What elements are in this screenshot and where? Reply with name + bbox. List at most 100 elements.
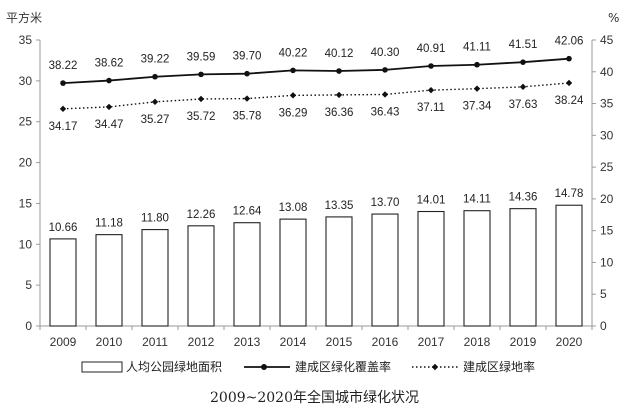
coverage-point	[106, 77, 112, 84]
bar-data-labels: 10.66 11.18 11.80 12.26 12.64 13.08 13.35 13.70…	[49, 188, 584, 234]
green-rate-data-label: 36.43	[371, 106, 400, 118]
green-rate-point	[59, 105, 67, 113]
bar-data-label: 12.26	[187, 209, 216, 221]
bar-data-label: 14.11	[463, 194, 491, 206]
coverage-data-label: 40.12	[325, 48, 354, 60]
green-rate-data-label: 37.34	[463, 101, 492, 113]
left-tick-label: 0	[25, 319, 32, 333]
bar-data-label: 13.08	[279, 202, 308, 214]
bar	[233, 222, 261, 327]
coverage-point	[474, 61, 480, 68]
green-rate-line	[62, 82, 570, 110]
green-rate-point	[243, 95, 251, 102]
bar-data-label: 10.66	[49, 222, 78, 234]
x-tick-label: 2020	[556, 335, 583, 349]
bar-data-label: 11.18	[95, 218, 123, 230]
x-tick-label: 2018	[464, 335, 491, 349]
bar	[141, 229, 169, 327]
bar	[509, 208, 537, 327]
green-rate-point	[151, 98, 159, 106]
left-tick-label: 20	[19, 156, 33, 170]
left-axis-unit: 平方米	[6, 10, 42, 25]
coverage-data-label: 40.22	[279, 47, 308, 59]
x-tick-label: 2017	[418, 335, 445, 349]
x-tick-label: 2015	[326, 335, 353, 349]
x-tick-label: 2019	[510, 335, 537, 349]
coverage-point	[60, 80, 66, 86]
bar-data-label: 12.64	[233, 206, 262, 218]
coverage-data-label: 39.59	[187, 51, 216, 63]
bar-data-label: 13.35	[325, 200, 354, 212]
coverage-point	[290, 67, 296, 74]
axes	[39, 40, 593, 327]
right-tick-label: 0	[600, 319, 607, 333]
x-tick-label: 2009	[50, 335, 77, 349]
coverage-line-series: 38.22 38.62 39.22 39.59 39.70 40.22 40.12 40.30…	[49, 36, 584, 86]
right-tick-label: 20	[600, 192, 614, 206]
green-rate-data-label: 37.63	[509, 99, 538, 111]
bar	[279, 218, 307, 327]
bars-series	[49, 204, 583, 327]
green-rate-data-label: 37.11	[417, 102, 445, 114]
right-tick-label: 5	[600, 287, 607, 301]
bar	[417, 210, 445, 327]
left-tick-label: 10	[19, 237, 33, 251]
green-rate-point	[381, 91, 389, 98]
bar	[95, 234, 123, 327]
green-rate-data-label: 36.29	[279, 107, 308, 119]
bar	[49, 238, 77, 327]
green-rate-point	[473, 85, 481, 92]
green-rate-point	[197, 95, 205, 103]
right-tick-label: 15	[600, 224, 614, 238]
legend-coverage-marker	[261, 364, 267, 370]
coverage-data-label: 39.22	[141, 54, 170, 66]
green-rate-point	[335, 91, 343, 99]
green-rate-data-label: 35.72	[187, 111, 216, 123]
green-rate-point	[427, 86, 435, 94]
green-rate-point	[565, 79, 573, 87]
legend-coverage-label: 建成区绿化覆盖率	[295, 359, 391, 374]
coverage-point	[520, 59, 526, 65]
bar	[463, 210, 491, 327]
x-tick-label: 2016	[372, 335, 399, 349]
green-rate-point	[289, 92, 297, 99]
bar-data-label: 13.70	[371, 197, 400, 209]
bar	[325, 216, 353, 327]
green-rate-point	[105, 103, 113, 111]
right-tick-label: 25	[600, 160, 614, 174]
coverage-data-label: 41.11	[463, 42, 491, 54]
coverage-point	[244, 70, 250, 77]
coverage-point	[428, 63, 434, 69]
left-axis-ticks: 0 5 10 15 20 25 30 35	[19, 33, 40, 333]
right-tick-label: 10	[600, 255, 614, 269]
coverage-point	[198, 71, 204, 78]
green-rate-data-label: 36.36	[325, 107, 354, 119]
coverage-point	[336, 68, 342, 74]
chart-title: 2009~2020年全国城市绿化状况	[210, 389, 419, 406]
legend: 人均公园绿地面积 建成区绿化覆盖率 建成区绿地率	[81, 359, 535, 374]
legend-bar-label: 人均公园绿地面积	[126, 359, 222, 374]
coverage-data-label: 42.06	[555, 36, 584, 48]
coverage-line	[62, 57, 570, 84]
coverage-point	[152, 73, 158, 80]
coverage-data-label: 38.22	[49, 60, 78, 72]
left-tick-label: 30	[19, 74, 33, 88]
green-rate-line-series: 34.17 34.47 35.27 35.72 35.78 36.29 36.36 36.43…	[49, 79, 584, 133]
x-tick-label: 2013	[234, 335, 261, 349]
coverage-data-label: 38.62	[95, 58, 124, 70]
coverage-data-label: 40.30	[371, 47, 400, 59]
green-rate-data-label: 34.47	[95, 119, 124, 131]
legend-green-marker	[431, 363, 439, 371]
bar	[555, 204, 583, 327]
right-tick-label: 30	[600, 128, 614, 142]
x-tick-label: 2012	[188, 335, 215, 349]
coverage-point	[566, 55, 572, 62]
legend-bar-swatch	[81, 361, 123, 373]
x-tick-label: 2011	[142, 335, 168, 349]
right-axis-ticks: 0 5 10 15 20 25 30 35 40 45	[592, 33, 614, 333]
bar-data-label: 14.01	[417, 195, 446, 207]
coverage-data-label: 39.70	[233, 51, 262, 63]
coverage-data-label: 40.91	[417, 43, 446, 55]
left-tick-label: 25	[19, 115, 33, 129]
